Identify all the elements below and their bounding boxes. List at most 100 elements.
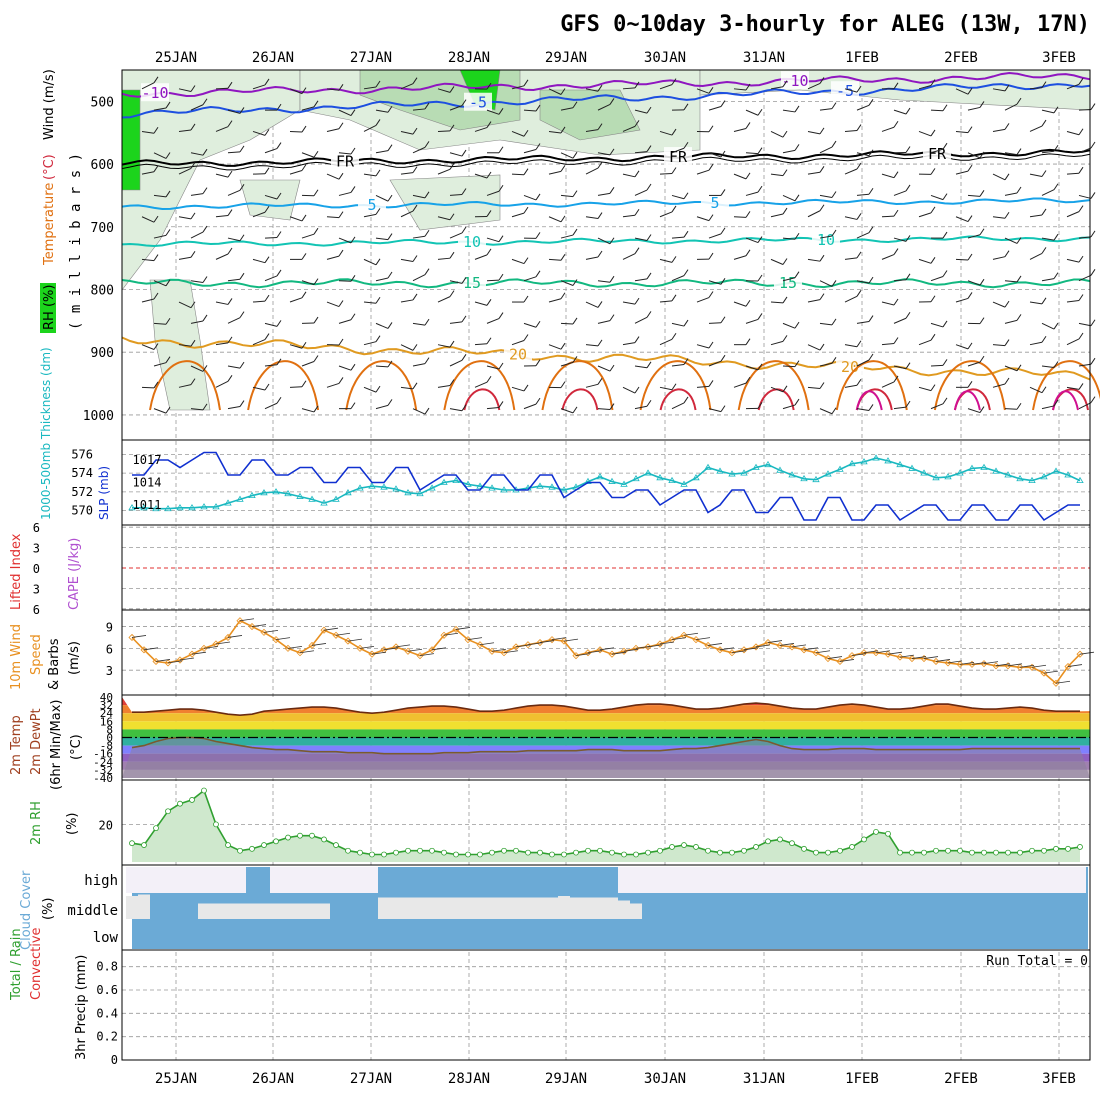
wind-barb [153, 234, 167, 239]
wind-barb-flag [1016, 186, 1022, 194]
wind-barb-flag [375, 296, 381, 304]
wind-barb [745, 152, 759, 155]
cloud-mid-gap [522, 897, 534, 919]
wind-barb-flag [165, 279, 171, 287]
wind-barb [252, 339, 266, 346]
wind-barb [338, 109, 352, 116]
rh2m-point [369, 851, 375, 858]
wind-barb [992, 128, 1006, 132]
warm-contour [933, 360, 1006, 411]
wind-barb [992, 216, 1006, 219]
thickness-point [632, 474, 640, 482]
date-label-bottom: 27JAN [350, 1071, 392, 1087]
wind-barb-flag [868, 404, 874, 411]
rh2m-point [765, 838, 771, 845]
wind-barb-flag [646, 106, 652, 114]
wind-barb-flag [412, 344, 418, 351]
wind-barb-flag [930, 257, 936, 264]
wind-barb-flag [1041, 297, 1047, 305]
wind-barb-flag [1041, 336, 1047, 343]
date-label-top: 1FEB [845, 50, 879, 66]
wind-barb [474, 173, 488, 179]
cloud-high-gap [750, 867, 762, 893]
wind-barb [560, 322, 574, 325]
wind-barb-flag [671, 205, 677, 213]
wind-barb [141, 298, 155, 303]
wind-barb [437, 168, 451, 175]
wind-barb [264, 322, 278, 327]
cloud-mid-gap [510, 897, 522, 919]
cloud-mid-gap [498, 897, 510, 919]
rh2m-point [633, 851, 639, 858]
wind-barb-flag [535, 320, 541, 328]
hottest-contour [953, 390, 981, 411]
wind-barb [1029, 125, 1043, 132]
isotherm-label-bg [358, 195, 386, 214]
wind-barb [585, 129, 599, 132]
warm-contour [541, 360, 614, 411]
thickness-point [740, 469, 748, 476]
cloud-mid-gap [534, 897, 546, 919]
temp-color-band [122, 721, 1090, 730]
wind-barb [449, 280, 463, 284]
wind-barb [289, 386, 303, 388]
rh2m-point [741, 847, 747, 854]
wind-barb [992, 383, 1006, 388]
wind-barb [326, 216, 340, 219]
thickness-point [620, 480, 628, 487]
wind-barb-flag [1016, 237, 1022, 244]
rh2m-point [237, 847, 243, 854]
wind-barb [153, 194, 167, 198]
wind10m-barb [323, 627, 339, 631]
wind-barb-flag [572, 151, 578, 159]
date-label-bottom: 1FEB [845, 1071, 879, 1087]
wind-barb [338, 237, 352, 244]
cloud-high-gap [138, 867, 150, 893]
wind-barb-flag [412, 166, 418, 173]
wind-barb-flag [597, 123, 603, 130]
wind-barb-flag [782, 130, 788, 138]
wind10m-point [704, 641, 712, 650]
isotherm-label: 5 [367, 196, 376, 214]
thickness-point [1052, 467, 1060, 474]
isotherm-label-bg [664, 147, 692, 166]
wind-barb [844, 295, 858, 303]
rh2m-point [489, 849, 495, 856]
wind10m-point [392, 643, 400, 651]
wind-barb-flag [905, 273, 911, 281]
wind-barb-flag [979, 278, 985, 286]
wind-barb [215, 342, 229, 346]
rh2m-point [249, 845, 255, 852]
thickness-point [200, 503, 208, 510]
wind-barb-flag [449, 86, 455, 93]
wind-barb-flag [757, 108, 763, 116]
wind-barb-flag [535, 143, 541, 150]
thickness-point [404, 489, 412, 496]
wind-barb-flag [535, 232, 541, 239]
wind10m-point [1076, 650, 1084, 658]
wind10m-barb [755, 644, 771, 648]
wind-barb-flag [202, 403, 208, 411]
date-label-bottom: 3FEB [1042, 1071, 1076, 1087]
rh2m-point [837, 847, 843, 854]
wind-barb [437, 257, 451, 260]
wind-barb [560, 408, 574, 414]
wind-barb [227, 278, 241, 282]
li-tick: 3 [33, 542, 40, 556]
chart-title: GFS 0~10day 3-hourly for ALEG (13W, 17N) [560, 12, 1090, 37]
cloud-high-gap [1050, 867, 1062, 893]
wind-barb-flag [856, 213, 862, 220]
wind-barb-flag [165, 101, 171, 109]
cloud-high-gap [1038, 867, 1050, 893]
cloud-high-gap [870, 867, 882, 893]
wind-barb-flag [424, 141, 430, 148]
thickness-point [860, 458, 868, 465]
wind-barb-flag [1078, 332, 1084, 340]
wind-barb-flag [190, 251, 196, 258]
cloud-high-gap [150, 867, 162, 893]
wind-barb-flag [572, 279, 578, 286]
wind-barb [548, 170, 562, 175]
wind10m-barb [407, 648, 423, 652]
wind-barb-flag [942, 359, 948, 366]
wind-barb [733, 88, 747, 91]
